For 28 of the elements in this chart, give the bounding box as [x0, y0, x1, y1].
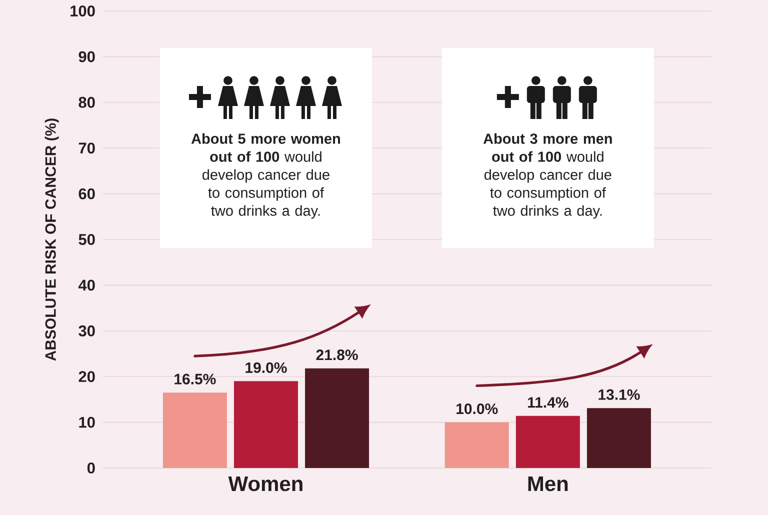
- x-tick-label: Women: [228, 476, 302, 492]
- data-label: 13.1%: [598, 389, 640, 400]
- bar: [162, 392, 227, 468]
- y-tick-label: 50: [78, 234, 95, 245]
- bar: [516, 416, 580, 468]
- x-tick-label: Men: [528, 476, 568, 492]
- bar: [305, 368, 370, 468]
- y-tick-label: 60: [78, 188, 95, 200]
- y-tick-label: 40: [78, 280, 95, 291]
- annotation: About 5 more women out of 100 would develop cancer due to consumption of two drinks a day.: [191, 133, 340, 219]
- data-label: 16.5%: [174, 374, 216, 384]
- y-tick-label: 10: [79, 416, 95, 428]
- bar: [586, 408, 651, 468]
- y-tick-label: 20: [78, 371, 95, 382]
- data-label: 19.0%: [246, 362, 287, 373]
- data-label: 10.0%: [456, 403, 498, 414]
- y-axis-title: ABSOLUTE RISK OF CANCER (%): [44, 118, 59, 361]
- y-tick-label: 100: [70, 6, 95, 16]
- y-tick-label: 30: [78, 325, 95, 336]
- bar: [234, 381, 298, 468]
- annotation: About 3 more men out of 100 would develop cancer due to consumption of two drinks a day.: [483, 133, 612, 219]
- y-tick-label: 80: [78, 96, 95, 108]
- y-tick-label: 0: [87, 462, 95, 474]
- y-tick-label: 90: [78, 51, 95, 62]
- y-tick-label: 70: [78, 142, 95, 154]
- data-label: 21.8%: [316, 350, 358, 360]
- data-label: 11.4%: [528, 397, 568, 408]
- bar: [444, 422, 509, 468]
